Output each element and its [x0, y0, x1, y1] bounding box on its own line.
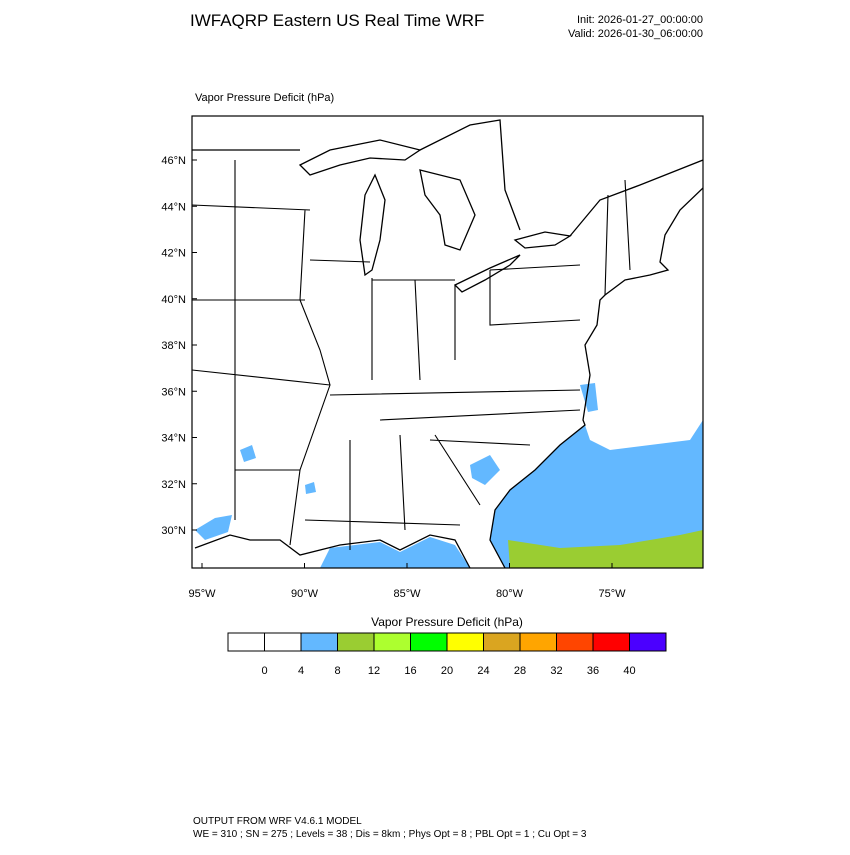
lat-axis: 46°N 44°N 42°N 40°N 38°N 36°N 34°N 32°N 30°N — [161, 155, 197, 537]
colorbar: 0 4 8 12 16 20 24 28 32 36 40 — [227, 632, 667, 677]
gulf-coastline — [194, 534, 471, 568]
intl-border — [192, 119, 703, 237]
colorbar-box — [592, 632, 630, 652]
colorbar-label: 28 — [514, 665, 526, 677]
colorbar-box — [483, 632, 521, 652]
vpd-4-8-gulf — [320, 537, 470, 568]
colorbar-box — [373, 632, 411, 652]
lat-label: 32°N — [161, 479, 186, 491]
vpd-4-8-georgia — [470, 455, 500, 485]
lat-label: 46°N — [161, 155, 186, 167]
colorbar-label: 16 — [404, 665, 416, 677]
vpd-4-8-texas — [195, 515, 232, 540]
state-lines — [192, 160, 631, 550]
vpd-8-12-atlantic — [508, 530, 703, 568]
colorbar-title: Vapor Pressure Deficit (hPa) — [371, 615, 523, 629]
lon-label: 85°W — [393, 588, 421, 600]
colorbar-label: 24 — [477, 665, 489, 677]
colorbar-box — [519, 632, 557, 652]
title: IWFAQRP Eastern US Real Time WRF — [190, 11, 484, 30]
map-subtitle: Vapor Pressure Deficit (hPa) — [195, 92, 334, 104]
valid-time: Valid: 2026-01-30_06:00:00 — [568, 28, 703, 40]
lat-label: 38°N — [161, 340, 186, 352]
lon-axis: 95°W 90°W 85°W 80°W 75°W — [188, 563, 626, 600]
lon-label: 90°W — [291, 588, 319, 600]
lat-label: 44°N — [161, 201, 186, 213]
lat-label: 42°N — [161, 248, 186, 260]
lat-label: 30°N — [161, 525, 186, 537]
colorbar-label: 8 — [334, 665, 340, 677]
lake-michigan — [359, 173, 386, 277]
map-frame — [191, 115, 704, 569]
lake-huron — [419, 169, 476, 251]
footer-line: OUTPUT FROM WRF V4.6.1 MODEL — [193, 816, 362, 827]
colorbar-label: 40 — [623, 665, 635, 677]
colorbar-box — [556, 632, 594, 652]
vpd-4-8-delmarva — [580, 383, 598, 412]
lat-label: 40°N — [161, 294, 186, 306]
colorbar-box — [629, 632, 667, 652]
lon-label: 80°W — [496, 588, 524, 600]
colorbar-label: 32 — [550, 665, 562, 677]
init-time: Init: 2026-01-27_00:00:00 — [577, 14, 703, 26]
colorbar-label: 0 — [261, 665, 267, 677]
lat-label: 36°N — [161, 386, 186, 398]
footer-line: WE = 310 ; SN = 275 ; Levels = 38 ; Dis … — [193, 829, 587, 840]
lon-label: 75°W — [598, 588, 626, 600]
colorbar-box — [410, 632, 448, 652]
atlantic-coastline — [489, 187, 703, 568]
colorbar-label: 4 — [298, 665, 304, 677]
lake-ontario — [513, 231, 572, 249]
lake-superior — [298, 139, 422, 176]
colorbar-label: 36 — [587, 665, 599, 677]
colorbar-box — [337, 632, 375, 652]
colorbar-label: 12 — [368, 665, 380, 677]
vpd-4-8-patch — [240, 445, 256, 462]
colorbar-box — [227, 632, 265, 652]
lon-label: 95°W — [188, 588, 216, 600]
lat-label: 34°N — [161, 433, 186, 445]
map — [192, 119, 703, 568]
colorbar-box — [300, 632, 338, 652]
colorbar-box — [446, 632, 484, 652]
vpd-4-8-patch — [305, 482, 316, 494]
lake-erie — [453, 254, 521, 293]
vpd-4-8-atlantic — [490, 420, 703, 568]
colorbar-box — [264, 632, 302, 652]
colorbar-label: 20 — [441, 665, 453, 677]
